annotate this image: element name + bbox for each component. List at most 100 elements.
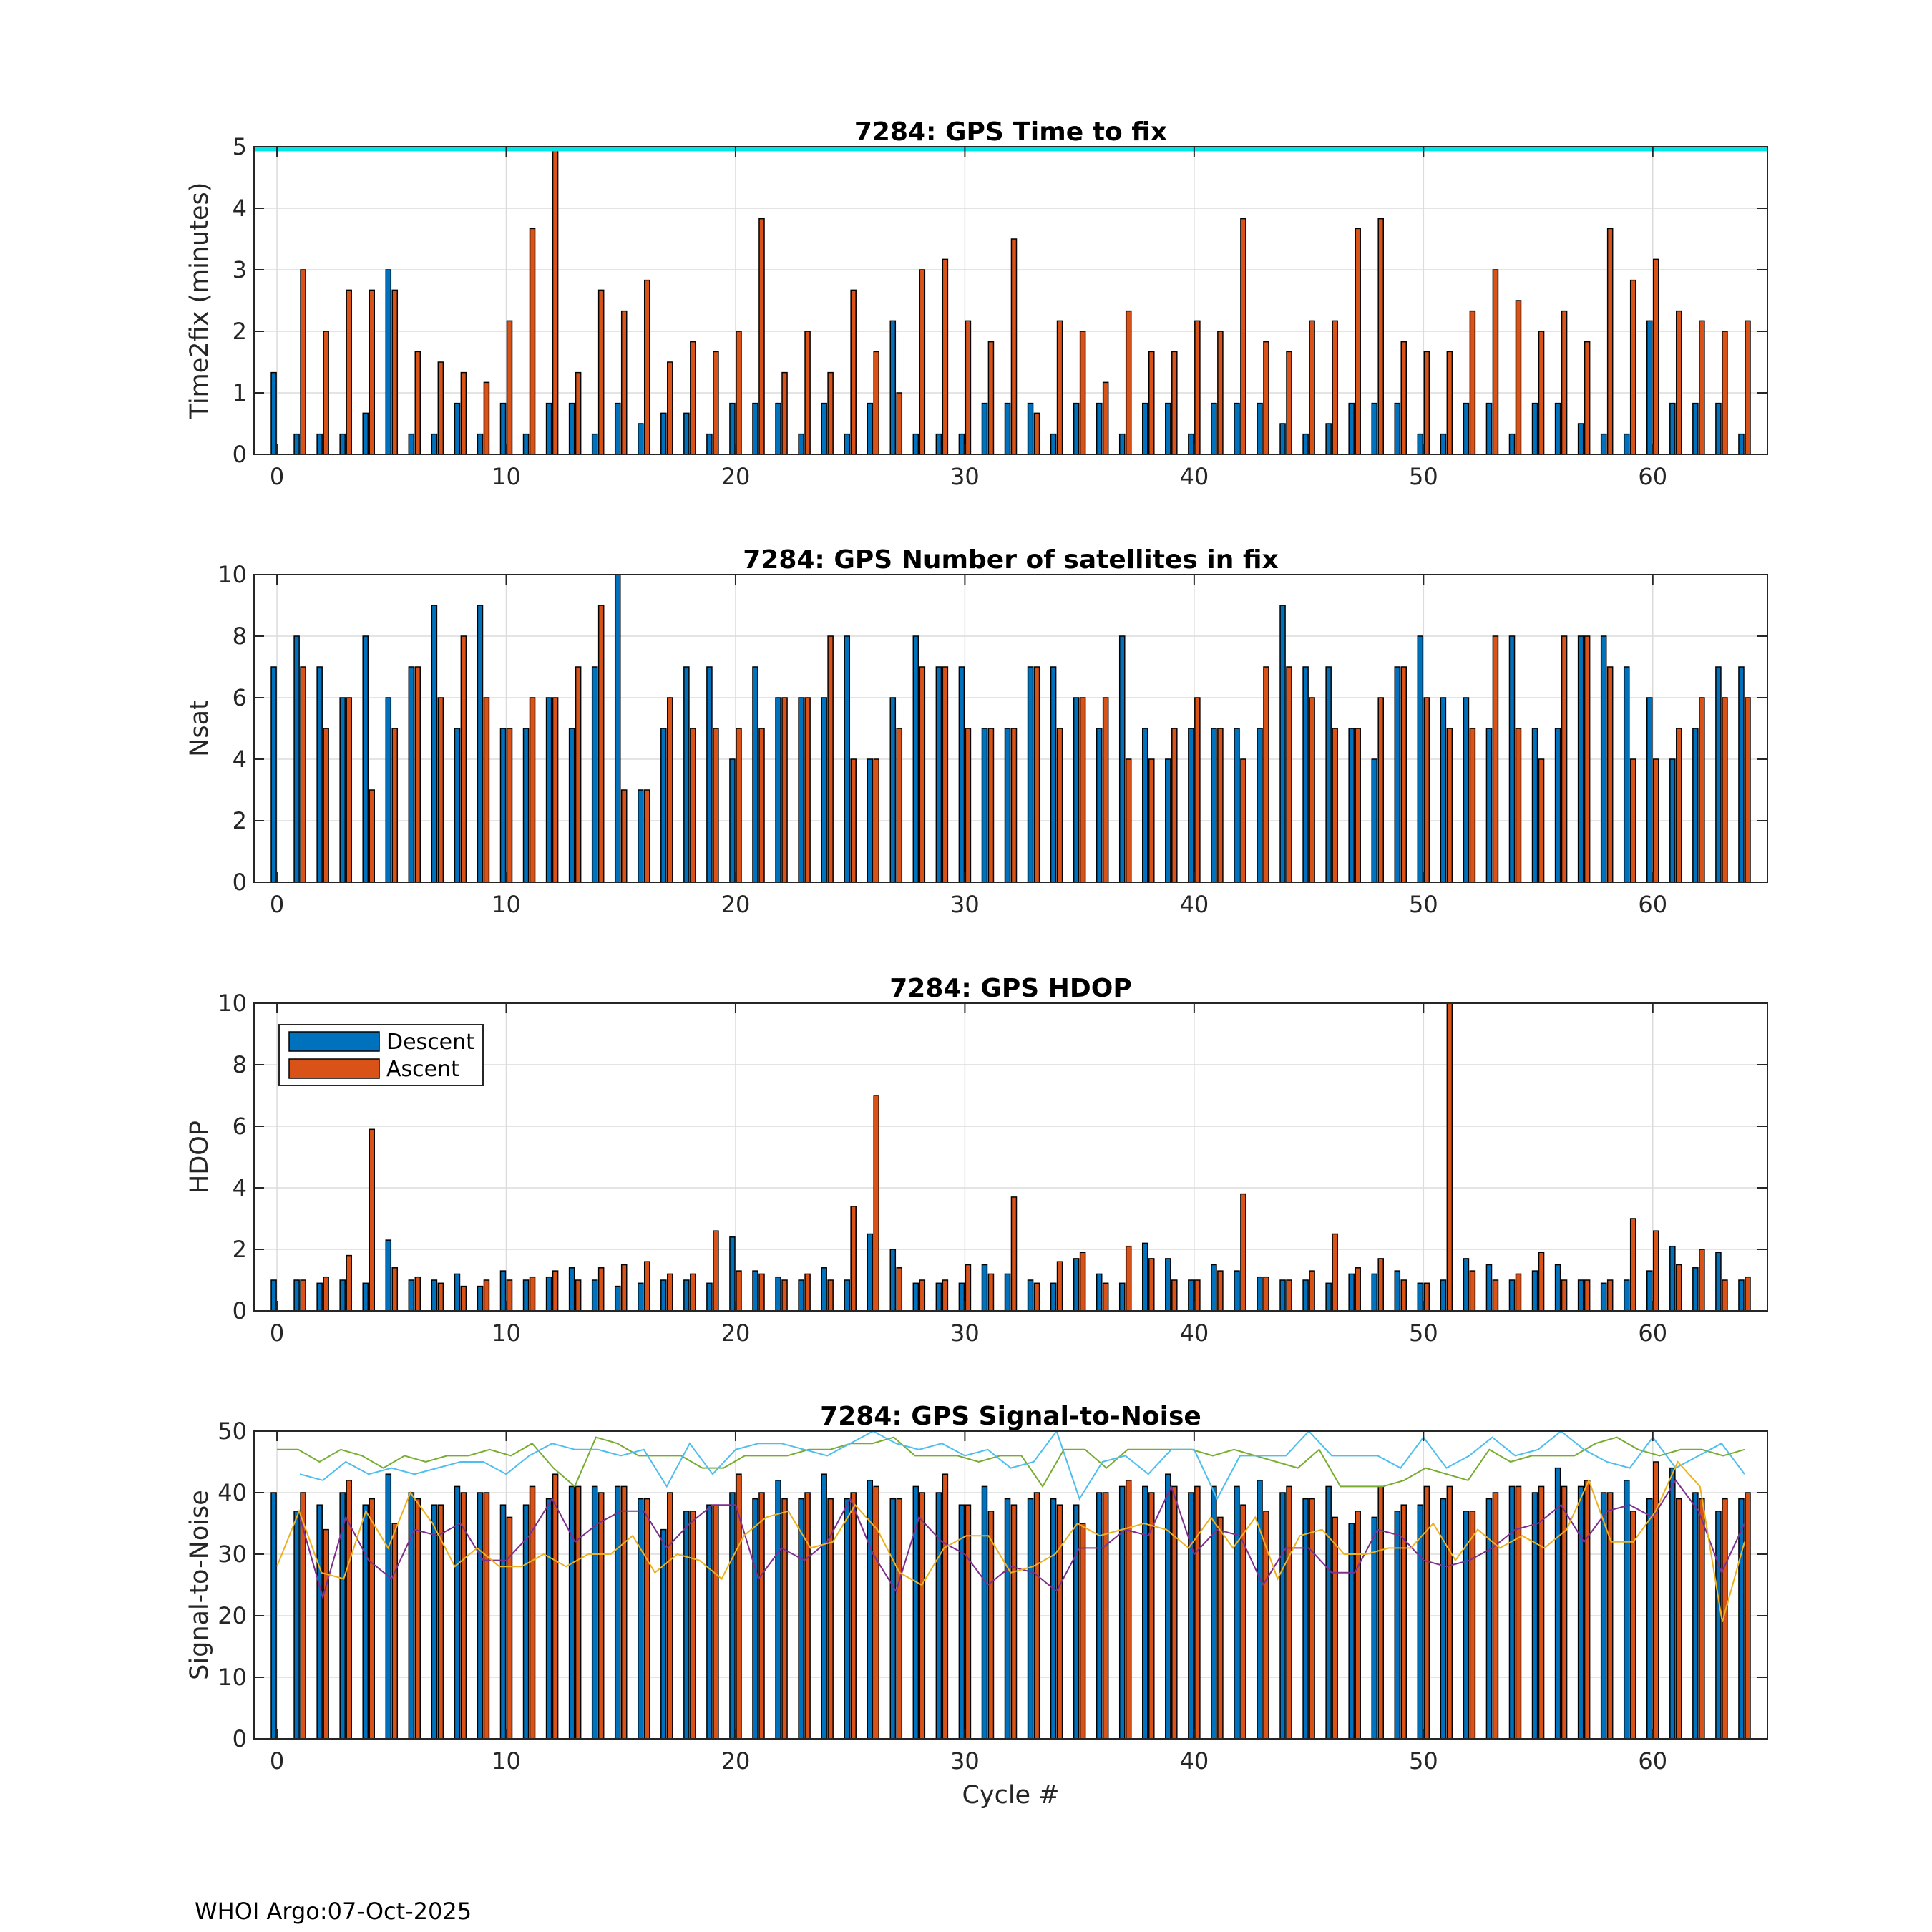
bar-ascent bbox=[1033, 412, 1040, 455]
bar-ascent bbox=[1561, 1485, 1568, 1740]
bar-ascent bbox=[483, 1492, 490, 1740]
bar-descent bbox=[1257, 402, 1263, 455]
bar-ascent bbox=[1148, 758, 1155, 883]
bar-descent bbox=[683, 666, 690, 883]
bar-descent bbox=[477, 433, 484, 455]
chart-title: 7284: GPS Signal-to-Noise bbox=[820, 1402, 1201, 1431]
bar-ascent bbox=[690, 341, 696, 455]
bar-series-descent bbox=[270, 574, 1745, 883]
bar-ascent bbox=[1079, 1523, 1086, 1740]
bar-descent bbox=[798, 433, 804, 455]
bar-descent bbox=[1004, 402, 1011, 455]
bar-descent bbox=[568, 1485, 575, 1740]
bar-ascent bbox=[1010, 1196, 1018, 1312]
bar-descent bbox=[385, 269, 392, 455]
bar-ascent bbox=[1446, 728, 1453, 883]
bar-descent bbox=[1096, 728, 1103, 883]
bar-descent bbox=[1508, 635, 1516, 883]
bar-descent bbox=[844, 1498, 850, 1740]
bar-ascent bbox=[758, 218, 765, 455]
bar-descent bbox=[1600, 1282, 1607, 1312]
axes-box bbox=[253, 574, 1768, 883]
bar-ascent bbox=[896, 392, 903, 455]
bar-ascent bbox=[1056, 320, 1063, 455]
bar-ascent bbox=[1492, 1279, 1499, 1312]
y-tick-label: 0 bbox=[233, 441, 247, 468]
bar-ascent bbox=[850, 289, 857, 455]
bar-ascent bbox=[575, 371, 582, 455]
x-tick-label: 20 bbox=[721, 463, 751, 490]
bar-descent bbox=[867, 758, 874, 883]
y-tick-label: 4 bbox=[233, 195, 247, 222]
bar-descent bbox=[1394, 1270, 1401, 1312]
bar-descent bbox=[431, 605, 438, 883]
bar-descent bbox=[1371, 1273, 1378, 1312]
bar-descent bbox=[1073, 697, 1080, 883]
bar-descent bbox=[1325, 666, 1332, 883]
bar-descent bbox=[591, 433, 598, 455]
bar-ascent bbox=[1469, 1270, 1476, 1312]
bar-ascent bbox=[667, 1492, 673, 1740]
bar-descent bbox=[1440, 1279, 1447, 1312]
bar-ascent bbox=[758, 728, 765, 883]
snr-line-yellow bbox=[276, 1460, 1745, 1622]
bar-descent bbox=[1508, 1485, 1516, 1740]
bar-descent bbox=[499, 728, 507, 883]
bar-descent bbox=[545, 1498, 552, 1740]
bar-descent bbox=[293, 1511, 300, 1740]
bar-ascent bbox=[483, 381, 490, 455]
bar-descent bbox=[1600, 1492, 1607, 1740]
bar-ascent bbox=[552, 149, 559, 455]
bar-descent bbox=[1738, 433, 1745, 455]
bar-ascent bbox=[1332, 728, 1338, 883]
x-tick-label: 60 bbox=[1638, 1319, 1667, 1347]
bar-ascent bbox=[1423, 351, 1430, 455]
bar-ascent bbox=[1033, 1492, 1040, 1740]
bar-ascent bbox=[346, 289, 352, 455]
bar-ascent bbox=[1676, 1264, 1682, 1312]
bar-descent bbox=[1050, 1282, 1057, 1312]
bar-ascent bbox=[483, 1279, 490, 1312]
bar-ascent bbox=[1676, 1498, 1682, 1740]
chart-panel-2: 0 10 20 30 40 50 60 0 2 4 6 8 10 7284: GPS Number of … bbox=[185, 545, 1768, 918]
y-tick-label: 0 bbox=[233, 869, 247, 896]
x-tick-label: 20 bbox=[721, 1319, 751, 1347]
bar-ascent bbox=[1286, 666, 1292, 883]
bar-descent bbox=[1646, 1270, 1653, 1312]
bar-ascent bbox=[1309, 697, 1315, 883]
bar-descent bbox=[408, 1279, 415, 1312]
bar-descent bbox=[1669, 758, 1676, 883]
bar-ascent bbox=[1745, 1276, 1751, 1312]
bar-descent bbox=[1646, 320, 1653, 455]
bar-ascent bbox=[643, 789, 650, 883]
bar-ascent bbox=[1217, 331, 1224, 455]
bar-descent bbox=[1394, 666, 1401, 883]
bar-descent bbox=[1142, 1242, 1148, 1312]
y-tick-label: 40 bbox=[218, 1479, 247, 1506]
bar-ascent bbox=[1699, 320, 1705, 455]
bar-descent bbox=[1508, 1279, 1516, 1312]
y-tick-label: 2 bbox=[233, 807, 247, 834]
bar-descent bbox=[889, 1249, 897, 1312]
bar-ascent bbox=[804, 697, 811, 883]
bar-descent bbox=[1417, 635, 1424, 883]
bar-descent bbox=[431, 1504, 438, 1740]
bar-ascent bbox=[643, 1261, 650, 1312]
bar-descent bbox=[1073, 1504, 1080, 1740]
bar-descent bbox=[1004, 728, 1011, 883]
bar-ascent bbox=[1629, 279, 1636, 455]
bar-descent bbox=[545, 1276, 552, 1312]
bar-descent bbox=[1623, 666, 1630, 883]
bar-ascent bbox=[346, 1254, 352, 1312]
bar-descent bbox=[1188, 728, 1194, 883]
x-tick-label: 30 bbox=[950, 463, 980, 490]
bar-descent bbox=[683, 1279, 690, 1312]
bar-ascent bbox=[369, 789, 375, 883]
bar-ascent bbox=[781, 371, 788, 455]
bar-ascent bbox=[1652, 758, 1659, 883]
bar-descent bbox=[1669, 402, 1676, 455]
bar-ascent bbox=[1056, 1504, 1063, 1740]
x-tick-label: 20 bbox=[721, 1747, 751, 1775]
bar-descent bbox=[1554, 728, 1561, 883]
bar-ascent bbox=[1538, 1252, 1545, 1312]
